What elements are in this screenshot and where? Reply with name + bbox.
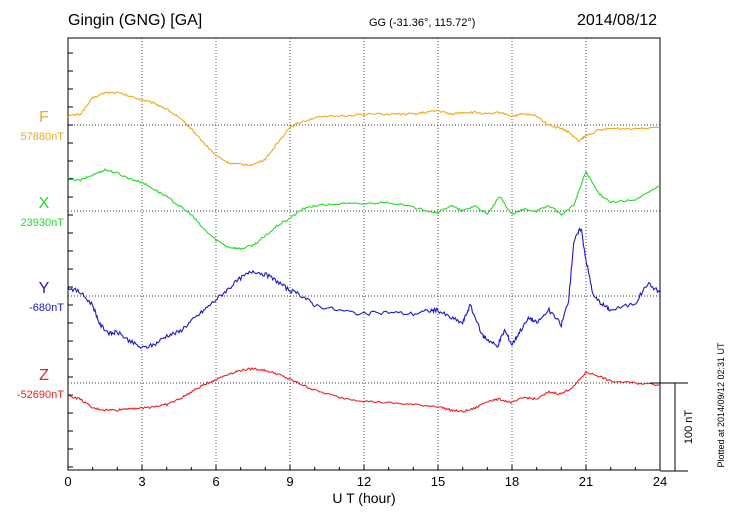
x-tick-label: 3: [138, 474, 145, 489]
station-title: Gingin (GNG) [GA]: [68, 12, 203, 29]
series-baseline-value-y: -680nT: [29, 302, 64, 314]
scale-bar-label: 100 nT: [683, 410, 695, 445]
x-tick-label: 12: [357, 474, 371, 489]
plot-date: 2014/08/12: [577, 12, 658, 29]
x-tick-label: 6: [212, 474, 219, 489]
series-name-x: X: [39, 195, 50, 212]
station-coords: GG (-31.36°, 115.72°): [369, 17, 476, 29]
x-tick-label: 0: [64, 474, 71, 489]
series-baseline-value-z: -52690nT: [17, 389, 64, 401]
series-name-y: Y: [39, 280, 50, 297]
series-line-z: [67, 366, 661, 413]
series-name-z: Z: [39, 367, 49, 384]
x-axis-label-group: U T (hour): [332, 490, 395, 506]
series-line-x: [67, 168, 661, 251]
series-traces: [67, 91, 661, 413]
plotted-timestamp: Plotted at 2014/09/12 02:31 UT: [716, 342, 726, 468]
x-tick-label: 21: [579, 474, 593, 489]
series-labels: F 57880nT X 23930nT Y -680nT Z -52690nT: [17, 109, 64, 401]
x-ticks: 0 3 6 9 12 15 18 21 24: [64, 52, 667, 489]
x-tick-label: 9: [286, 474, 293, 489]
series-line-y: [67, 227, 661, 349]
scale-bar: 100 nT: [650, 382, 695, 472]
series-baseline-value-x: 23930nT: [21, 217, 65, 229]
series-name-f: F: [39, 109, 49, 126]
x-axis-label: U T (hour): [332, 490, 395, 506]
x-tick-label: 24: [653, 474, 667, 489]
plotted-note-group: Plotted at 2014/09/12 02:31 UT: [716, 342, 726, 468]
x-tick-label: 18: [505, 474, 519, 489]
x-tick-label: 15: [431, 474, 445, 489]
grid-lines: [141, 38, 587, 470]
series-line-f: [67, 91, 661, 167]
series-baseline-value-f: 57880nT: [21, 131, 65, 143]
